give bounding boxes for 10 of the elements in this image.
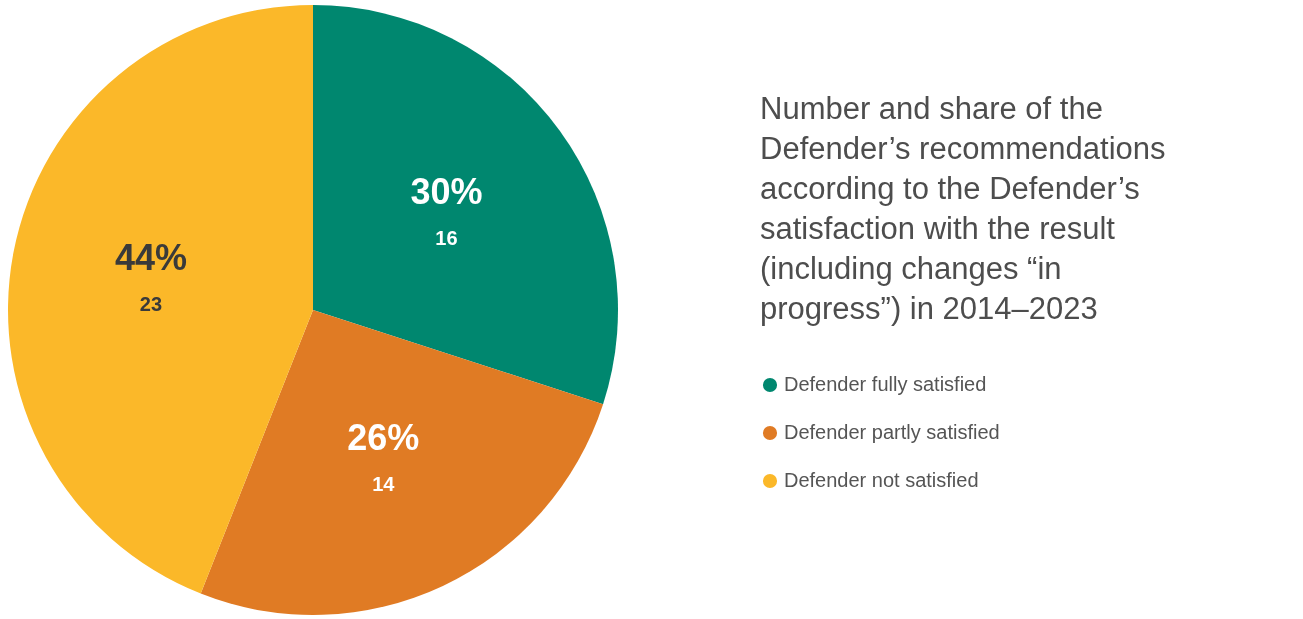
legend-label: Defender fully satisfied <box>784 373 987 395</box>
pie-slice <box>200 310 604 615</box>
legend-label: Defender not satisfied <box>784 469 979 491</box>
legend-label: Defender partly satisfied <box>784 421 1000 443</box>
pie-slice <box>313 5 618 405</box>
text: 44% 23 <box>114 237 187 316</box>
pie-slice <box>8 5 313 594</box>
text: 30% 16 <box>410 171 483 250</box>
text: Number and share of the Defender’s recommendations according to the Defender’s satisfaction with the result (including changes “in progress”) in 2014–2023 <box>760 91 1166 326</box>
text: 26% 14 <box>347 417 420 496</box>
